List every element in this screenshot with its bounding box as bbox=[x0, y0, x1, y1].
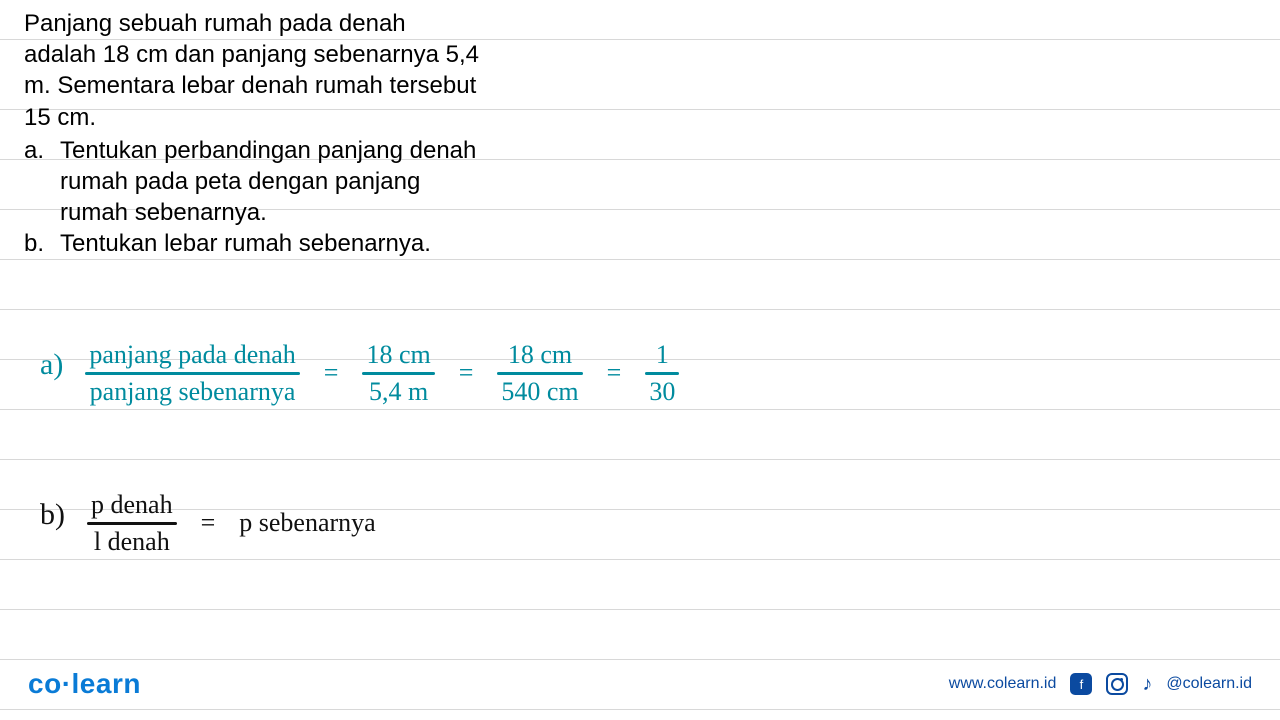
fraction-18cm-540cm: 18 cm 540 cm bbox=[497, 340, 582, 407]
logo-dot: · bbox=[62, 668, 72, 699]
solution-b-marker: b) bbox=[40, 498, 65, 532]
equals-sign: = bbox=[322, 358, 341, 388]
logo-learn: learn bbox=[72, 668, 141, 699]
question-intro: Panjang sebuah rumah pada denah adalah 1… bbox=[24, 8, 484, 133]
facebook-glyph: f bbox=[1080, 677, 1084, 692]
footer-right: www.colearn.id f ♪ @colearn.id bbox=[949, 673, 1252, 695]
fraction-numerator: 18 cm bbox=[504, 340, 576, 372]
question-marker: b. bbox=[24, 228, 60, 259]
footer: co·learn www.colearn.id f ♪ @colearn.id bbox=[0, 668, 1280, 700]
equals-sign: = bbox=[199, 508, 218, 538]
fraction-denominator: 30 bbox=[645, 375, 679, 407]
fraction-denominator: panjang sebenarnya bbox=[86, 375, 300, 407]
question-item-b: b. Tentukan lebar rumah sebenarnya. bbox=[24, 228, 484, 259]
fraction-p-l-denah: p denah l denah bbox=[87, 490, 177, 557]
solution-b: b) p denah l denah = p sebenarnya bbox=[40, 490, 376, 557]
fraction-denominator: 540 cm bbox=[497, 375, 582, 407]
fraction-1-30: 1 30 bbox=[645, 340, 679, 407]
social-handle: @colearn.id bbox=[1166, 675, 1252, 693]
fraction-numerator: 1 bbox=[652, 340, 673, 372]
question-text: Tentukan perbandingan panjang denah ruma… bbox=[60, 135, 484, 229]
solution-a: a) panjang pada denah panjang sebenarnya… bbox=[40, 340, 679, 407]
colearn-logo: co·learn bbox=[28, 668, 141, 700]
logo-co: co bbox=[28, 668, 62, 699]
question-marker: a. bbox=[24, 135, 60, 229]
question-text: Tentukan lebar rumah sebenarnya. bbox=[60, 228, 484, 259]
tiktok-icon: ♪ bbox=[1142, 674, 1152, 694]
fraction-18cm-54m: 18 cm 5,4 m bbox=[362, 340, 434, 407]
equals-sign: = bbox=[605, 358, 624, 388]
fraction-denominator: l denah bbox=[90, 525, 174, 557]
equals-sign: = bbox=[457, 358, 476, 388]
solution-a-marker: a) bbox=[40, 348, 63, 382]
footer-url: www.colearn.id bbox=[949, 675, 1057, 693]
question-list: a. Tentukan perbandingan panjang denah r… bbox=[24, 135, 484, 260]
rhs-text: p sebenarnya bbox=[239, 508, 375, 538]
fraction-words: panjang pada denah panjang sebenarnya bbox=[85, 340, 299, 407]
question-item-a: a. Tentukan perbandingan panjang denah r… bbox=[24, 135, 484, 229]
fraction-numerator: p denah bbox=[87, 490, 177, 522]
fraction-numerator: panjang pada denah bbox=[85, 340, 299, 372]
question-block: Panjang sebuah rumah pada denah adalah 1… bbox=[24, 8, 484, 260]
instagram-icon bbox=[1106, 673, 1128, 695]
facebook-icon: f bbox=[1070, 673, 1092, 695]
fraction-numerator: 18 cm bbox=[362, 340, 434, 372]
fraction-denominator: 5,4 m bbox=[365, 375, 432, 407]
